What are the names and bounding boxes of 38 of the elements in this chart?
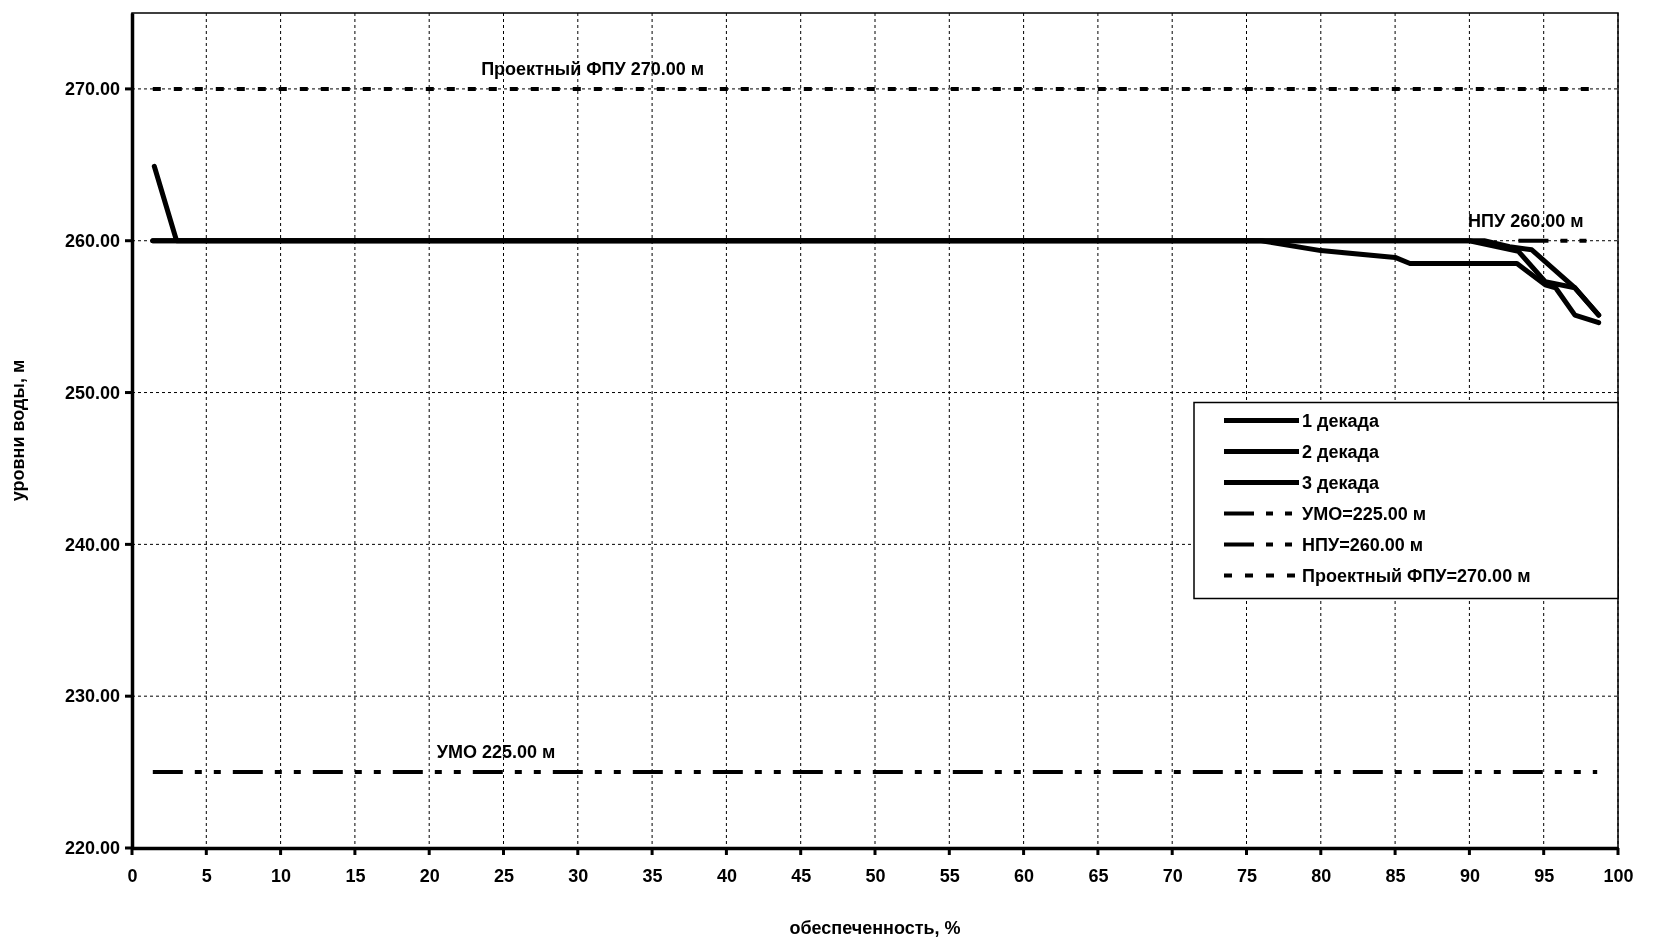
x-tick-label: 40: [716, 865, 737, 886]
x-tick-label: 20: [419, 865, 440, 886]
legend-label: 1 декада: [1302, 410, 1380, 431]
y-tick-label: 270.00: [64, 79, 120, 100]
y-tick-label: 220.00: [64, 838, 120, 859]
x-tick-label: 15: [345, 865, 366, 886]
x-tick-label: 80: [1311, 865, 1332, 886]
x-tick-label: 30: [568, 865, 589, 886]
x-tick-label: 90: [1459, 865, 1480, 886]
legend-label: 2 декада: [1302, 441, 1380, 462]
legend-label: 3 декада: [1302, 472, 1380, 493]
x-tick-label: 10: [271, 865, 292, 886]
x-tick-label: 65: [1088, 865, 1109, 886]
x-tick-label: 75: [1236, 865, 1258, 886]
x-tick-label: 70: [1162, 865, 1183, 886]
x-tick-label: 95: [1534, 865, 1555, 886]
x-axis-title: обеспеченность, %: [789, 918, 961, 938]
annotation: Проектный ФПУ 270.00 м: [481, 58, 705, 79]
y-tick-label: 260.00: [64, 230, 120, 251]
x-tick-label: 100: [1603, 865, 1634, 886]
y-tick-label: 230.00: [64, 686, 120, 707]
x-tick-label: 35: [642, 865, 663, 886]
x-tick-label: 60: [1014, 865, 1035, 886]
x-tick-label: 55: [939, 865, 960, 886]
x-tick-label: 50: [865, 865, 886, 886]
legend-label: УМО=225.00 м: [1302, 503, 1427, 524]
x-tick-label: 45: [791, 865, 812, 886]
legend-label: НПУ=260.00 м: [1302, 534, 1424, 555]
y-axis-title: уровни воды, м: [8, 359, 28, 502]
x-tick-label: 25: [493, 865, 515, 886]
y-tick-label: 250.00: [64, 382, 120, 403]
x-tick-label: 0: [127, 865, 138, 886]
annotation: УМО 225.00 м: [436, 742, 556, 763]
y-tick-label: 240.00: [64, 534, 120, 555]
x-tick-label: 5: [201, 865, 212, 886]
annotation: НПУ 260.00 м: [1468, 210, 1584, 231]
x-tick-label: 85: [1385, 865, 1406, 886]
legend-label: Проектный ФПУ=270.00 м: [1302, 565, 1531, 586]
